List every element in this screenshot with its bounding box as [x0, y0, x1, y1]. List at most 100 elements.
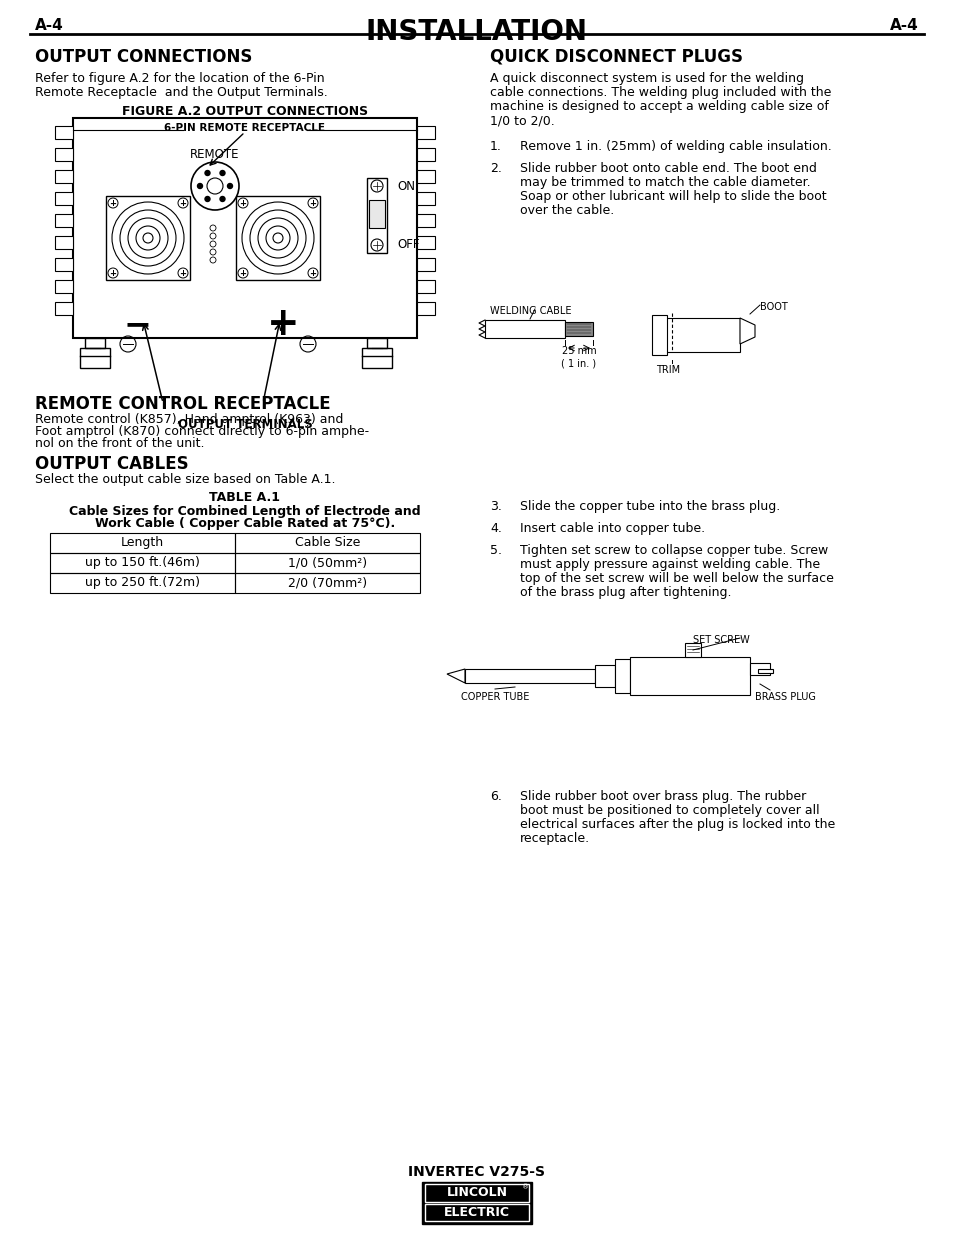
- Polygon shape: [740, 317, 754, 345]
- Text: QUICK DISCONNECT PLUGS: QUICK DISCONNECT PLUGS: [490, 48, 742, 65]
- Text: +: +: [239, 199, 246, 207]
- Bar: [55, 214, 73, 227]
- Text: Slide the copper tube into the brass plug.: Slide the copper tube into the brass plu…: [519, 500, 780, 513]
- Text: ®: ®: [521, 1184, 529, 1191]
- Text: over the cable.: over the cable.: [519, 204, 614, 217]
- Text: Remote control (K857), Hand amptrol (K963) and: Remote control (K857), Hand amptrol (K96…: [35, 412, 343, 426]
- Bar: [684, 643, 700, 657]
- Bar: [367, 178, 387, 253]
- Bar: [416, 214, 435, 227]
- Text: A quick disconnect system is used for the welding: A quick disconnect system is used for th…: [490, 72, 803, 85]
- Text: boot must be positioned to completely cover all: boot must be positioned to completely co…: [519, 804, 819, 818]
- Bar: [55, 126, 73, 140]
- Text: INVERTEC V275-S: INVERTEC V275-S: [408, 1165, 545, 1179]
- Text: Remove 1 in. (25mm) of welding cable insulation.: Remove 1 in. (25mm) of welding cable ins…: [519, 140, 831, 153]
- Text: COPPER TUBE: COPPER TUBE: [460, 692, 529, 701]
- Bar: [424, 1204, 529, 1221]
- Text: +: +: [267, 305, 299, 343]
- Bar: [367, 338, 387, 348]
- Text: 2.: 2.: [490, 162, 501, 175]
- Bar: [416, 148, 435, 161]
- Bar: [416, 258, 435, 270]
- Bar: [749, 663, 769, 676]
- Text: of the brass plug after tightening.: of the brass plug after tightening.: [519, 585, 731, 599]
- Bar: [416, 280, 435, 293]
- Text: 4.: 4.: [490, 522, 501, 535]
- Text: OUTPUT CONNECTIONS: OUTPUT CONNECTIONS: [35, 48, 253, 65]
- Bar: [424, 1184, 529, 1202]
- Bar: [55, 191, 73, 205]
- Bar: [50, 573, 234, 593]
- Circle shape: [205, 196, 210, 201]
- Bar: [416, 126, 435, 140]
- Text: OFF: OFF: [396, 238, 419, 252]
- Circle shape: [197, 184, 202, 189]
- Text: Length: Length: [121, 536, 164, 550]
- Text: may be trimmed to match the cable diameter.: may be trimmed to match the cable diamet…: [519, 177, 810, 189]
- Text: Work Cable ( Copper Cable Rated at 75°C).: Work Cable ( Copper Cable Rated at 75°C)…: [94, 517, 395, 530]
- Text: LINCOLN: LINCOLN: [446, 1186, 507, 1199]
- Text: +: +: [110, 199, 116, 207]
- Bar: [615, 659, 629, 693]
- Bar: [234, 534, 419, 553]
- Bar: [659, 317, 740, 352]
- Bar: [416, 170, 435, 183]
- Text: A-4: A-4: [35, 19, 64, 33]
- Text: Refer to figure A.2 for the location of the 6-Pin: Refer to figure A.2 for the location of …: [35, 72, 324, 85]
- Bar: [234, 573, 419, 593]
- Text: Soap or other lubricant will help to slide the boot: Soap or other lubricant will help to sli…: [519, 190, 825, 203]
- Text: Select the output cable size based on Table A.1.: Select the output cable size based on Ta…: [35, 473, 335, 487]
- Text: +: +: [239, 268, 246, 278]
- Circle shape: [205, 170, 210, 175]
- Bar: [55, 280, 73, 293]
- Text: Remote Receptacle  and the Output Terminals.: Remote Receptacle and the Output Termina…: [35, 86, 328, 99]
- Text: +: +: [309, 268, 316, 278]
- Text: REMOTE: REMOTE: [190, 148, 239, 161]
- Text: +: +: [309, 199, 316, 207]
- Text: 6.: 6.: [490, 790, 501, 803]
- Circle shape: [227, 184, 233, 189]
- Bar: [235, 196, 319, 280]
- Polygon shape: [447, 669, 464, 683]
- Text: Insert cable into copper tube.: Insert cable into copper tube.: [519, 522, 704, 535]
- Circle shape: [220, 196, 225, 201]
- Text: 1.: 1.: [490, 140, 501, 153]
- Text: +: +: [179, 199, 186, 207]
- Bar: [651, 315, 666, 354]
- Text: BOOT: BOOT: [760, 303, 787, 312]
- Bar: [55, 170, 73, 183]
- Text: up to 150 ft.(46m): up to 150 ft.(46m): [85, 556, 200, 569]
- Text: +: +: [179, 268, 186, 278]
- Text: Tighten set screw to collapse copper tube. Screw: Tighten set screw to collapse copper tub…: [519, 543, 827, 557]
- Bar: [85, 338, 105, 348]
- Text: FIGURE A.2 OUTPUT CONNECTIONS: FIGURE A.2 OUTPUT CONNECTIONS: [122, 105, 368, 119]
- Text: TRIM: TRIM: [656, 366, 679, 375]
- Text: 1/0 to 2/0.: 1/0 to 2/0.: [490, 114, 554, 127]
- Bar: [416, 191, 435, 205]
- Text: must apply pressure against welding cable. The: must apply pressure against welding cabl…: [519, 558, 820, 571]
- Text: Foot amptrol (K870) connect directly to 6-pin amphe-: Foot amptrol (K870) connect directly to …: [35, 425, 369, 438]
- Bar: [421, 1182, 532, 1224]
- Text: 1/0 (50mm²): 1/0 (50mm²): [288, 556, 367, 569]
- Text: receptacle.: receptacle.: [519, 832, 590, 845]
- Bar: [55, 236, 73, 249]
- Text: WELDING CABLE: WELDING CABLE: [490, 306, 571, 316]
- Bar: [50, 553, 234, 573]
- Text: machine is designed to accept a welding cable size of: machine is designed to accept a welding …: [490, 100, 828, 112]
- Text: BRASS PLUG: BRASS PLUG: [754, 692, 815, 701]
- Bar: [80, 348, 110, 368]
- Text: Cable Size: Cable Size: [294, 536, 360, 550]
- Text: INSTALLATION: INSTALLATION: [366, 19, 587, 46]
- Text: up to 250 ft.(72m): up to 250 ft.(72m): [85, 576, 200, 589]
- Text: ON: ON: [396, 179, 415, 193]
- Text: cable connections. The welding plug included with the: cable connections. The welding plug incl…: [490, 86, 830, 99]
- Text: REMOTE CONTROL RECEPTACLE: REMOTE CONTROL RECEPTACLE: [35, 395, 331, 412]
- Text: 3.: 3.: [490, 500, 501, 513]
- Bar: [369, 200, 385, 228]
- Text: A-4: A-4: [889, 19, 918, 33]
- Text: 5.: 5.: [490, 543, 501, 557]
- Bar: [50, 534, 234, 553]
- Text: 6-PIN REMOTE RECEPTACLE: 6-PIN REMOTE RECEPTACLE: [164, 124, 325, 133]
- Text: ELECTRIC: ELECTRIC: [443, 1207, 510, 1219]
- Text: 2/0 (70mm²): 2/0 (70mm²): [288, 576, 367, 589]
